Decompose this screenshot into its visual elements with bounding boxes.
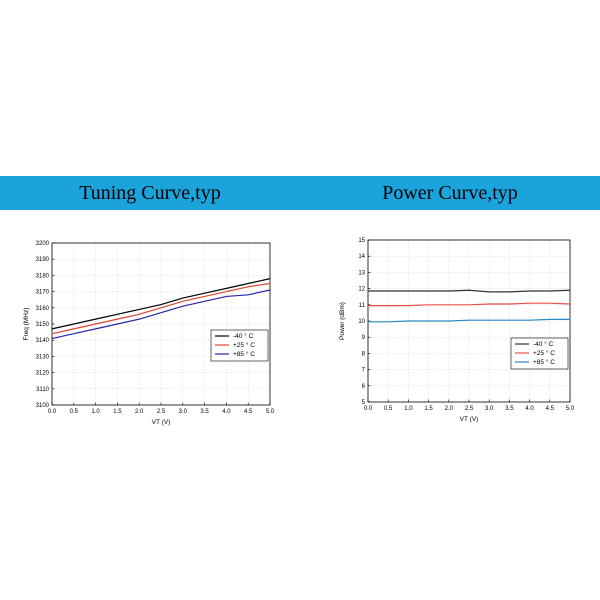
banner-title-right: Power Curve,typ	[382, 181, 518, 204]
series-line	[51, 282, 271, 335]
series-line	[368, 302, 571, 307]
x-tick-label: 0.0	[364, 406, 373, 412]
x-tick-label: 1.0	[404, 406, 413, 412]
y-tick-label: 7	[362, 368, 366, 374]
y-axis-title: Power (dBm)	[339, 302, 346, 340]
y-tick-label: 5	[362, 400, 366, 406]
y-axis-title: Freq (MHz)	[23, 308, 30, 341]
y-tick-label: 10	[358, 319, 365, 325]
series-line	[51, 289, 271, 340]
y-tick-label: 3100	[36, 403, 50, 409]
power-curve-panel: 0.0 0.5 1.0 1.5 2.0 2.5 3.0 3.5 4.0 4.5 5.0 5 6 7 8 9 10…	[300, 232, 600, 432]
x-tick-label: 4.5	[546, 406, 555, 412]
y-tick-label: 3160	[36, 306, 50, 312]
y-tick-label: 11	[359, 303, 366, 309]
x-tick-label: 0.0	[48, 409, 57, 415]
y-tick-label: 3190	[36, 257, 50, 263]
y-tick-label: 3120	[36, 371, 50, 377]
y-tick-label: 3180	[36, 273, 50, 279]
y-tick-label: 3140	[36, 338, 50, 344]
x-axis-title: VT (V)	[460, 416, 479, 423]
legend-label: +25 ° C	[233, 341, 255, 349]
x-tick-label: 2.5	[157, 409, 166, 415]
x-tick-label: 3.0	[179, 409, 188, 415]
x-tick-label: 4.0	[525, 406, 534, 412]
power-curve-chart: 0.0 0.5 1.0 1.5 2.0 2.5 3.0 3.5 4.0 4.5 5.0 5 6 7 8 9 10…	[339, 238, 575, 423]
x-tick-label: 0.5	[70, 409, 79, 415]
x-tick-label: 3.5	[505, 406, 514, 412]
y-tick-label: 3110	[36, 387, 50, 393]
x-axis-title: VT (V)	[152, 419, 171, 426]
y-tick-label: 9	[362, 335, 366, 341]
y-tick-label: 3130	[36, 354, 50, 360]
y-tick-label: 3170	[36, 290, 50, 296]
x-tick-label: 4.0	[222, 409, 231, 415]
series-line	[368, 289, 571, 293]
x-tick-label: 2.0	[445, 406, 454, 412]
y-tick-label: 6	[362, 384, 366, 390]
y-tick-label: 3150	[36, 322, 50, 328]
y-tick-label: 15	[358, 238, 365, 244]
series-line	[51, 278, 271, 330]
y-tick-label: 8	[362, 351, 366, 357]
legend-label: +85 ° C	[533, 358, 555, 366]
y-tick-label: 3200	[36, 241, 50, 247]
x-tick-label: 3.0	[485, 406, 494, 412]
y-tick-label: 13	[358, 270, 365, 276]
x-tick-label: 1.5	[113, 409, 122, 415]
y-tick-label: 12	[358, 287, 365, 293]
x-tick-label: 2.5	[465, 406, 474, 412]
legend-label: -40 ° C	[533, 340, 554, 348]
x-tick-label: 5.0	[266, 409, 275, 415]
x-tick-label: 0.5	[384, 406, 393, 412]
x-tick-label: 1.0	[91, 409, 100, 415]
title-banner: Tuning Curve,typ Power Curve,typ	[0, 176, 600, 210]
legend-label: -40 ° C	[233, 332, 254, 340]
x-tick-label: 3.5	[200, 409, 209, 415]
y-tick-label: 14	[358, 254, 365, 260]
tuning-curve-chart: 0.0 0.5 1.0 1.5 2.0 2.5 3.0 3.5 4.0 4.5 5.0 3100 311…	[23, 241, 275, 426]
series-line	[368, 318, 570, 323]
x-tick-label: 1.5	[424, 406, 433, 412]
tuning-curve-panel: 0.0 0.5 1.0 1.5 2.0 2.5 3.0 3.5 4.0 4.5 5.0 3100 311…	[0, 232, 300, 432]
x-tick-label: 2.0	[135, 409, 144, 415]
x-tick-label: 5.0	[566, 406, 575, 412]
x-tick-label: 4.5	[244, 409, 253, 415]
banner-title-left: Tuning Curve,typ	[79, 181, 221, 204]
legend-label: +25 ° C	[533, 349, 555, 357]
legend-label: +85 ° C	[233, 350, 255, 358]
